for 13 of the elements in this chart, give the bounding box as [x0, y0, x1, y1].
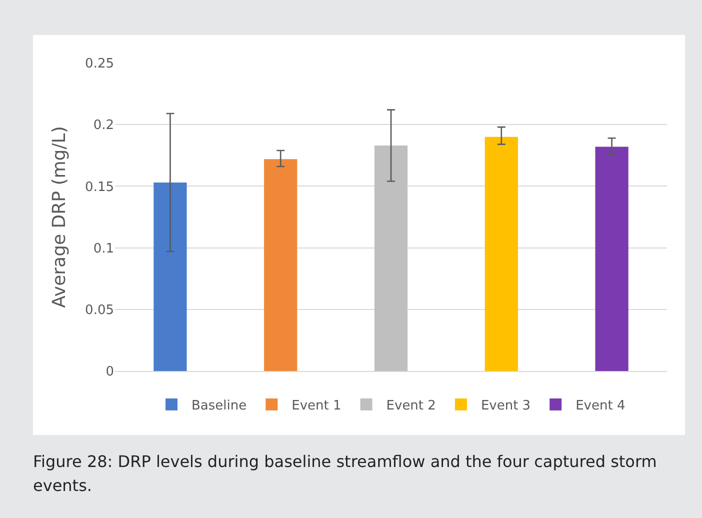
y-axis-title: Average DRP (mg/L) — [49, 126, 70, 308]
legend-label: Event 3 — [480, 398, 531, 414]
y-tick-label: 0.15 — [85, 180, 114, 195]
y-tick-label: 0.1 — [93, 241, 114, 256]
legend-label: Baseline — [192, 398, 247, 414]
y-tick-label: 0.2 — [93, 118, 114, 134]
y-tick-label: 0.25 — [85, 56, 114, 72]
y-tick-label: 0 — [106, 364, 114, 380]
y-tick-label: 0.05 — [85, 302, 114, 318]
legend-label: Event 1 — [292, 398, 342, 414]
legend-label: Event 4 — [576, 398, 626, 414]
legend-label: Event 2 — [386, 398, 436, 414]
caption: Figure 28: DRP levels during baseline streamflow and the four captured storm events. — [33, 451, 658, 497]
